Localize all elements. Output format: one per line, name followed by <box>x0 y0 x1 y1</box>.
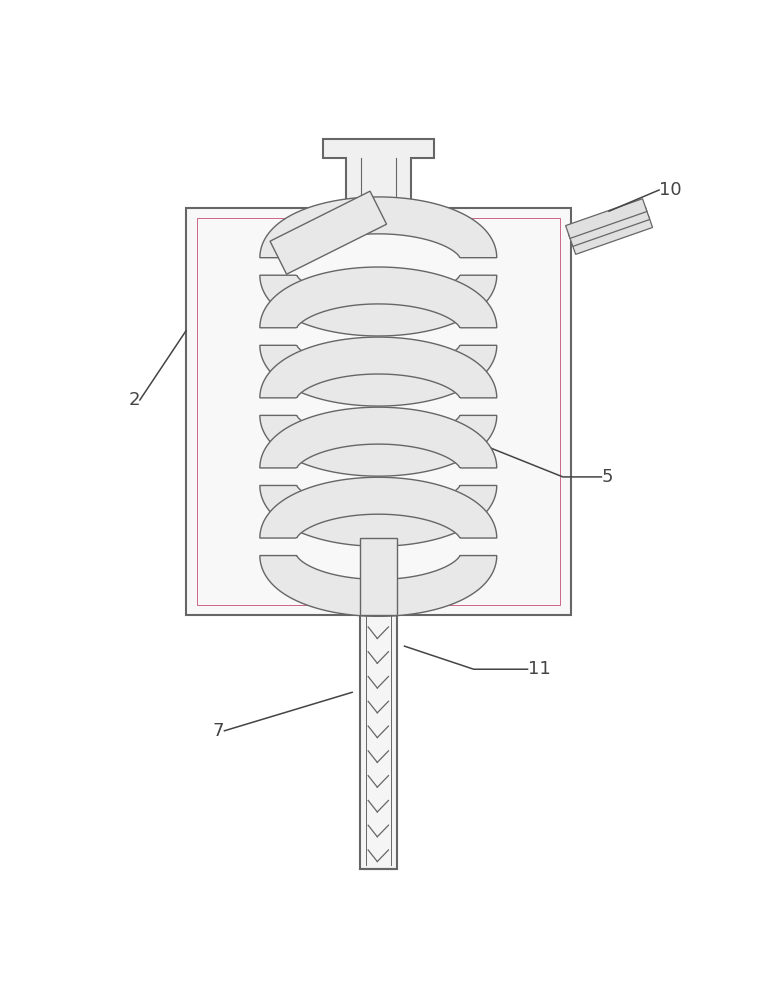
Polygon shape <box>566 199 647 238</box>
Polygon shape <box>260 555 496 616</box>
Polygon shape <box>360 538 397 615</box>
Polygon shape <box>260 337 496 398</box>
Text: 10: 10 <box>659 181 682 199</box>
Polygon shape <box>260 345 496 406</box>
Polygon shape <box>571 215 652 254</box>
Text: 11: 11 <box>527 660 550 678</box>
Polygon shape <box>260 197 496 258</box>
Bar <box>360 615 397 869</box>
Polygon shape <box>270 191 387 274</box>
Polygon shape <box>260 485 496 546</box>
Text: 5: 5 <box>601 468 613 486</box>
Text: 2: 2 <box>128 391 140 409</box>
Bar <box>186 208 571 615</box>
Polygon shape <box>568 207 650 246</box>
Polygon shape <box>260 267 496 328</box>
Text: 7: 7 <box>213 722 225 740</box>
Bar <box>197 218 560 605</box>
Polygon shape <box>260 415 496 476</box>
Polygon shape <box>260 477 496 538</box>
Polygon shape <box>260 407 496 468</box>
Polygon shape <box>323 139 434 208</box>
Polygon shape <box>260 275 496 336</box>
